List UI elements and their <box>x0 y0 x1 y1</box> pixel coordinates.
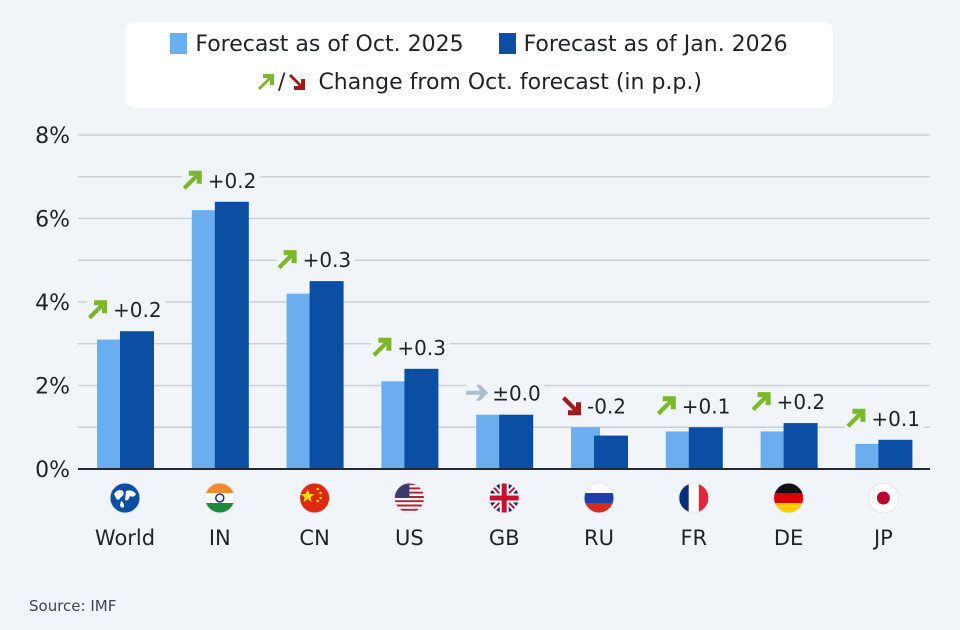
change-label: +0.2 <box>113 298 162 322</box>
globe-icon <box>110 483 140 513</box>
change-label: +0.3 <box>303 248 352 272</box>
bar-jan-2026[interactable] <box>688 427 723 469</box>
arrow-up-icon <box>846 408 866 428</box>
arrow-up-icon <box>277 250 297 270</box>
change-label: +0.2 <box>208 169 257 193</box>
category-label: JP <box>872 526 893 550</box>
bar-jan-2026[interactable] <box>214 201 249 470</box>
legend-change-row: / Change from Oct. forecast (in p.p.) <box>125 70 833 95</box>
change-label: +0.3 <box>397 336 446 360</box>
y-tick-label: 0% <box>35 458 70 483</box>
bar-jan-2026[interactable] <box>594 435 628 469</box>
category-label: US <box>395 526 424 550</box>
arrow-up-icon <box>751 392 771 412</box>
legend-item-jan[interactable]: Forecast as of Jan. 2026 <box>498 32 788 57</box>
flag-border <box>583 482 615 514</box>
category-label: GB <box>489 526 520 550</box>
arrow-up-icon <box>372 337 392 357</box>
flag-border <box>299 482 331 514</box>
flag-india-icon <box>204 483 235 513</box>
arrow-down-icon <box>562 396 581 416</box>
bar-jan-2026[interactable] <box>120 331 154 469</box>
change-label: +0.1 <box>871 407 920 431</box>
legend-swatch-oct <box>170 33 188 54</box>
flag-border <box>488 482 520 514</box>
arrow-down-icon <box>289 74 306 90</box>
y-tick-label: 8% <box>35 124 70 149</box>
legend-label-jan: Forecast as of Jan. 2026 <box>523 32 788 57</box>
category-label: RU <box>584 526 614 550</box>
arrow-right-icon <box>466 384 489 401</box>
category-label: FR <box>680 526 707 550</box>
legend-swatch-jan <box>498 33 516 54</box>
legend-separator: / <box>278 70 286 95</box>
change-label: +0.2 <box>777 390 826 414</box>
category-label: World <box>95 526 155 550</box>
y-tick-label: 2% <box>35 375 70 400</box>
arrow-up-icon <box>88 300 107 320</box>
flag-china-icon <box>299 483 330 513</box>
y-tick-label: 6% <box>35 208 70 233</box>
flag-border <box>867 482 899 514</box>
flag-border <box>109 482 141 514</box>
flag-usa-icon <box>394 483 425 513</box>
flag-russia-icon <box>584 483 614 513</box>
arrow-up-icon <box>656 396 676 416</box>
flag-france-icon <box>678 483 709 513</box>
bar-jan-2026[interactable] <box>499 414 534 469</box>
flag-germany-icon <box>773 483 804 513</box>
legend-series-row: Forecast as of Oct. 2025 Forecast as of … <box>125 32 833 57</box>
category-label: IN <box>209 526 231 550</box>
flag-border <box>773 482 805 514</box>
bar-jan-2026[interactable] <box>309 281 344 469</box>
change-label: -0.2 <box>587 394 626 418</box>
source-note: Source: IMF <box>29 597 117 615</box>
flag-border <box>204 482 236 514</box>
category-label: DE <box>774 526 803 550</box>
y-tick-label: 4% <box>35 291 70 316</box>
category-label: CN <box>299 526 329 550</box>
flag-border <box>393 482 425 514</box>
arrow-up-icon <box>182 170 202 190</box>
flag-border <box>678 482 710 514</box>
legend-item-oct[interactable]: Forecast as of Oct. 2025 <box>170 32 464 57</box>
bar-jan-2026[interactable] <box>783 423 818 469</box>
legend: Forecast as of Oct. 2025 Forecast as of … <box>125 22 833 108</box>
flag-uk-icon <box>489 483 520 513</box>
flag-japan-icon <box>868 483 899 513</box>
change-label: ±0.0 <box>492 382 541 406</box>
arrow-up-icon <box>258 74 275 90</box>
bar-jan-2026[interactable] <box>404 368 439 469</box>
legend-change-note: Change from Oct. forecast (in p.p.) <box>318 70 702 95</box>
change-label: +0.1 <box>682 394 731 418</box>
bar-jan-2026[interactable] <box>878 439 913 469</box>
legend-label-oct: Forecast as of Oct. 2025 <box>195 32 464 57</box>
